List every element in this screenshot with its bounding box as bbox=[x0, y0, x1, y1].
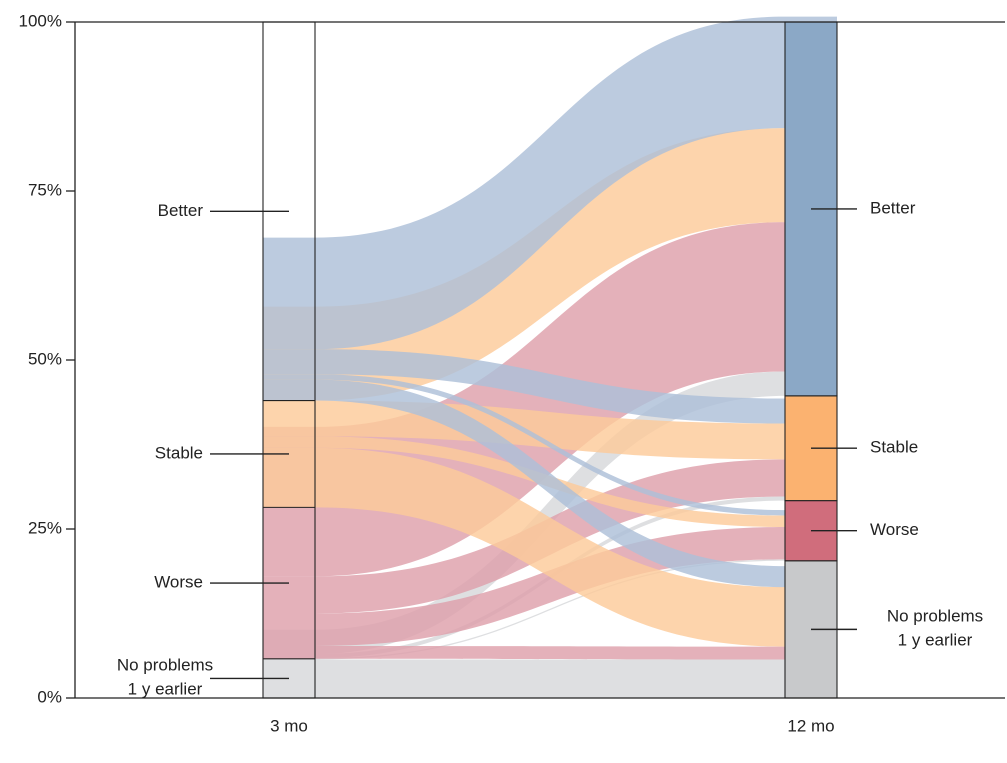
y-tick-label: 25% bbox=[28, 518, 62, 537]
flow-better-to-better bbox=[263, 16, 837, 350]
flow-better-to-stable bbox=[263, 349, 837, 424]
x-label-12mo: 12 mo bbox=[787, 716, 834, 735]
y-tick-label: 100% bbox=[19, 11, 62, 30]
x-label-3mo: 3 mo bbox=[270, 716, 308, 735]
x-axis-labels: 3 mo 12 mo bbox=[270, 716, 835, 735]
flow-layer bbox=[263, 16, 837, 698]
flow-better-to-worse bbox=[263, 374, 837, 516]
flow-no-problems-1-y-earlier-to-better bbox=[263, 371, 837, 655]
left-label-better: Better bbox=[158, 201, 204, 220]
flow-no-problems-1-y-earlier-to-no-problems-1-y-earlier bbox=[263, 659, 837, 698]
flow-stable-to-stable bbox=[263, 400, 837, 460]
category-labels: Better Better Stable Stable Worse Worse No pro… bbox=[117, 198, 983, 698]
y-tick-label: 50% bbox=[28, 349, 62, 368]
right-label-worse: Worse bbox=[870, 520, 919, 539]
y-tick-label: 0% bbox=[37, 687, 62, 706]
right-label-stable: Stable bbox=[870, 438, 918, 457]
y-ticks: 0% 25% 50% 75% 100% bbox=[19, 11, 75, 706]
flow-stable-to-no-problems-1-y-earlier bbox=[263, 447, 837, 647]
flow-better-to-no-problems-1-y-earlier bbox=[263, 379, 837, 588]
left-label-worse: Worse bbox=[154, 573, 203, 592]
flow-worse-to-no-problems-1-y-earlier bbox=[263, 645, 837, 660]
right-label-no-problems-1-y-earlier: No problems 1 y earlier bbox=[887, 607, 983, 650]
y-tick-label: 75% bbox=[28, 180, 62, 199]
left-label-stable: Stable bbox=[155, 443, 203, 462]
right-label-better: Better bbox=[870, 198, 916, 217]
flow-no-problems-1-y-earlier-to-worse bbox=[263, 559, 837, 660]
left-label-no-problems-1-y-earlier: No problems 1 y earlier bbox=[117, 656, 213, 699]
